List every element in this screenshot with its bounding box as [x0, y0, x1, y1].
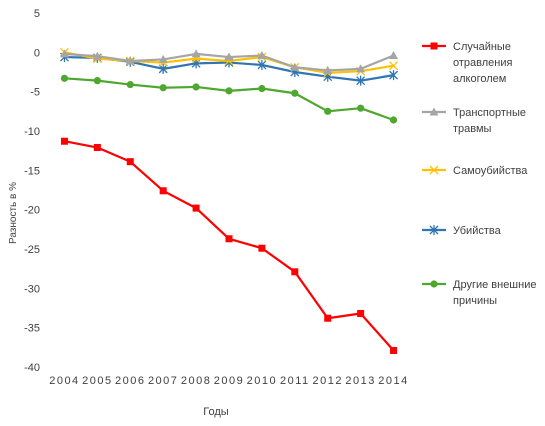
data-point	[290, 62, 300, 71]
series-line	[64, 77, 394, 122]
legend-key-marker	[430, 280, 438, 288]
legend: Случайные отравления алкоголем Транспортные…	[422, 41, 536, 307]
y-axis: 5 0 -5 -10 -15 -20 -25 -30 -35 -40	[24, 8, 40, 374]
legend-key-marker	[430, 42, 438, 50]
y-tick-label: -5	[30, 87, 40, 99]
legend-item-5: Другие внешние причины	[422, 279, 536, 307]
data-point	[356, 64, 366, 73]
x-tick-label: 2005	[82, 375, 112, 387]
series-2	[59, 49, 399, 74]
data-point	[258, 84, 266, 93]
series-line	[64, 140, 395, 352]
data-point	[323, 65, 333, 74]
data-point	[159, 84, 167, 92]
y-tick-label: -20	[24, 205, 40, 217]
y-axis-title: Разность в %	[8, 182, 19, 244]
data-point	[225, 87, 233, 95]
data-point	[159, 187, 167, 195]
x-tick-label: 2007	[148, 375, 178, 387]
y-tick-label: 5	[34, 8, 40, 20]
legend-key-marker	[429, 225, 439, 235]
data-point	[126, 80, 134, 89]
legend-key-marker	[429, 165, 439, 175]
data-point	[257, 50, 267, 59]
y-tick-label: -40	[24, 362, 40, 374]
data-point	[357, 310, 365, 318]
data-point	[389, 61, 399, 71]
data-point	[158, 54, 168, 63]
data-point	[60, 137, 68, 145]
legend-label: Самоубийства	[453, 165, 528, 177]
data-point	[357, 104, 365, 112]
x-tick-label: 2008	[181, 375, 211, 387]
y-tick-label: -35	[24, 323, 40, 335]
series-5	[60, 74, 398, 124]
data-point	[324, 107, 332, 115]
data-point	[93, 144, 101, 152]
x-tick-label: 2006	[115, 375, 145, 387]
legend-item-1: Случайные отравления алкоголем	[422, 41, 512, 85]
data-point	[59, 49, 69, 58]
y-tick-label: 0	[34, 47, 40, 59]
x-tick-label: 2011	[280, 375, 310, 387]
data-point	[192, 83, 200, 91]
data-point	[390, 346, 398, 354]
x-tick-label: 2004	[49, 375, 79, 387]
data-point	[225, 235, 233, 243]
legend-label: Транспортные травмы	[453, 107, 526, 135]
y-tick-label: -10	[24, 126, 40, 138]
x-tick-label: 2013	[345, 375, 375, 387]
data-point	[125, 56, 135, 65]
data-point	[192, 204, 200, 212]
x-axis: 2004 2005 2006 2007 2008 2009 2010 2011 2012 2013…	[49, 375, 408, 387]
data-point	[324, 314, 332, 322]
data-point	[92, 51, 102, 60]
legend-label: Убийства	[453, 225, 502, 237]
series-1	[60, 137, 398, 354]
data-point	[191, 49, 201, 58]
data-point	[356, 75, 366, 86]
data-point	[126, 158, 134, 166]
data-point	[389, 50, 399, 59]
x-tick-label: 2010	[247, 375, 277, 387]
series-layer	[59, 47, 399, 354]
x-tick-label: 2009	[214, 375, 244, 387]
x-axis-title: Годы	[203, 406, 229, 418]
y-tick-label: -30	[24, 283, 40, 295]
legend-label: Случайные отравления алкоголем	[453, 41, 512, 85]
data-point	[224, 52, 234, 61]
legend-item-2: Транспортные травмы	[422, 107, 526, 135]
data-point	[93, 77, 101, 85]
legend-label: Другие внешние причины	[453, 279, 536, 307]
legend-item-4: Убийства	[422, 225, 502, 237]
y-tick-label: -25	[24, 244, 40, 256]
data-point	[158, 63, 168, 74]
data-point	[389, 70, 399, 81]
data-point	[389, 116, 398, 124]
legend-item-3: Самоубийства	[422, 165, 528, 177]
data-point	[257, 59, 267, 70]
data-point	[291, 89, 299, 97]
legend-key-marker	[429, 107, 439, 116]
data-point	[291, 268, 299, 276]
data-point	[258, 244, 266, 252]
x-tick-label: 2014	[378, 375, 408, 387]
y-tick-label: -15	[24, 165, 40, 177]
data-point	[60, 74, 69, 82]
x-tick-label: 2012	[312, 375, 342, 387]
